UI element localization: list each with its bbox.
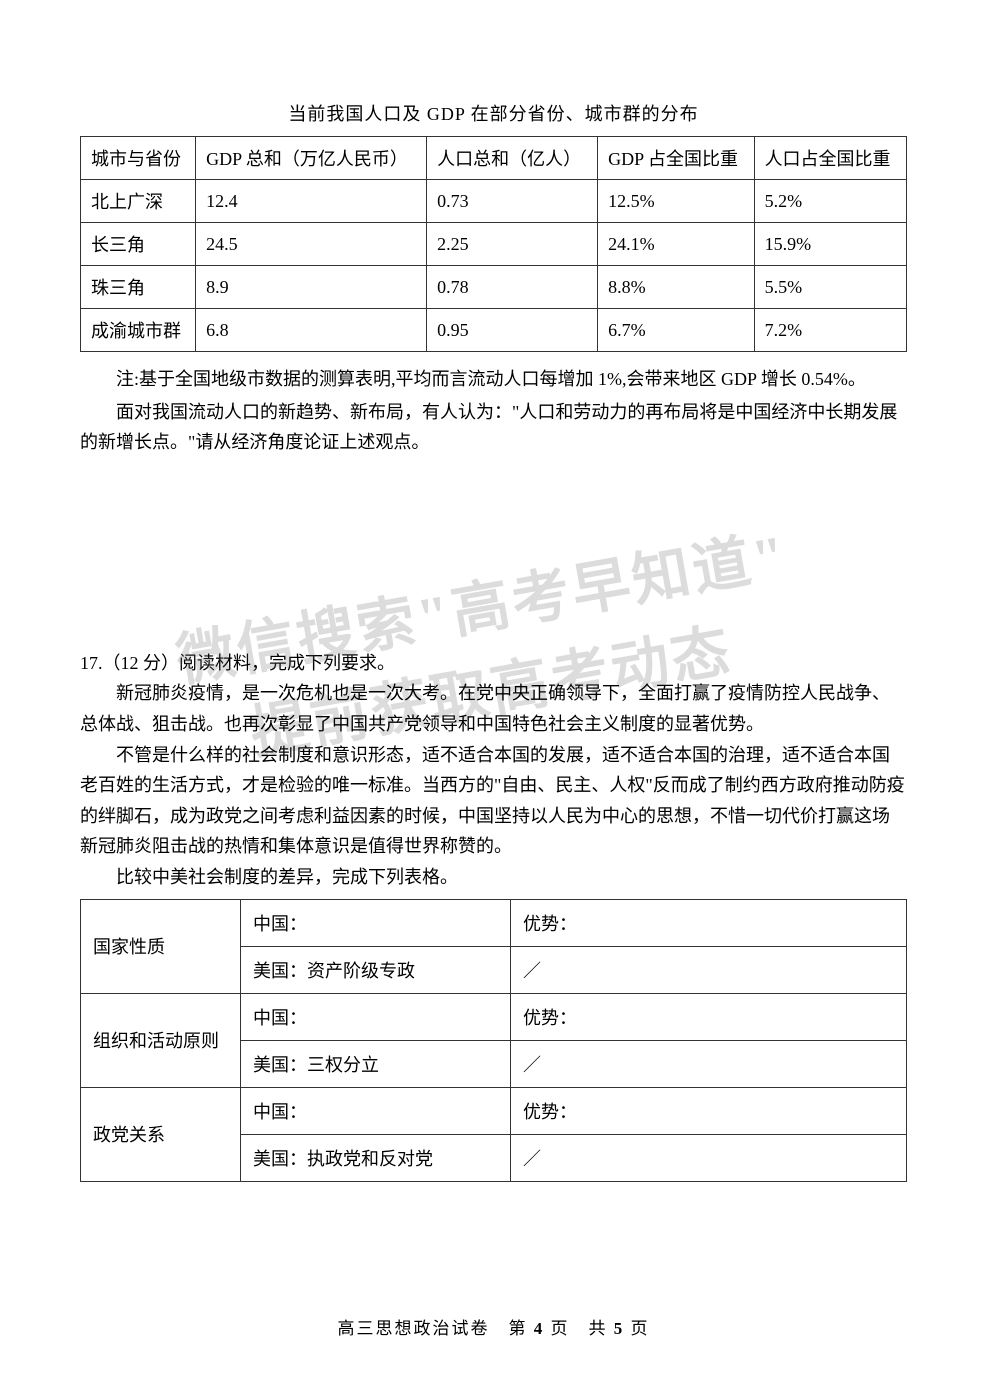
th-col1: 城市与省份 <box>81 137 196 180</box>
cn-cell: 中国： <box>241 993 511 1040</box>
table1-title: 当前我国人口及 GDP 在部分省份、城市群的分布 <box>80 100 907 126</box>
q17-para1: 新冠肺炎疫情，是一次危机也是一次大考。在党中央正确领导下，全面打赢了疫情防控人民… <box>80 678 907 739</box>
th-col5: 人口占全国比重 <box>754 137 906 180</box>
comparison-table: 国家性质 中国： 优势： 美国：资产阶级专政 ／ 组织和活动原则 中国： 优势：… <box>80 899 907 1182</box>
cell: 15.9% <box>754 223 906 266</box>
table-row: 北上广深 12.4 0.73 12.5% 5.2% <box>81 180 907 223</box>
table-row: 成渝城市群 6.8 0.95 6.7% 7.2% <box>81 309 907 352</box>
us-cell: 美国：三权分立 <box>241 1040 511 1087</box>
cell: 24.1% <box>598 223 754 266</box>
cell: 5.2% <box>754 180 906 223</box>
cell: 2.25 <box>427 223 598 266</box>
row-label: 国家性质 <box>81 899 241 993</box>
table-row: 政党关系 中国： 优势： <box>81 1087 907 1134</box>
row-label: 政党关系 <box>81 1087 241 1181</box>
slash-cell: ／ <box>511 1134 907 1181</box>
th-col4: GDP 占全国比重 <box>598 137 754 180</box>
th-col3: 人口总和（亿人） <box>427 137 598 180</box>
table-row: 长三角 24.5 2.25 24.1% 15.9% <box>81 223 907 266</box>
th-col2: GDP 总和（万亿人民币） <box>196 137 427 180</box>
footer-mid: 页 共 <box>544 1319 614 1338</box>
adv-cell: 优势： <box>511 993 907 1040</box>
cell: 12.5% <box>598 180 754 223</box>
cell: 24.5 <box>196 223 427 266</box>
document-page: 当前我国人口及 GDP 在部分省份、城市群的分布 城市与省份 GDP 总和（万亿… <box>0 0 987 1399</box>
slash-cell: ／ <box>511 946 907 993</box>
cn-cell: 中国： <box>241 1087 511 1134</box>
table-row: 珠三角 8.9 0.78 8.8% 5.5% <box>81 266 907 309</box>
q17-header: 17.（12 分）阅读材料，完成下列要求。 <box>80 648 907 679</box>
cell: 长三角 <box>81 223 196 266</box>
row-label: 组织和活动原则 <box>81 993 241 1087</box>
adv-cell: 优势： <box>511 899 907 946</box>
cell: 北上广深 <box>81 180 196 223</box>
table1-note: 注:基于全国地级市数据的测算表明,平均而言流动人口每增加 1%,会带来地区 GD… <box>80 364 907 395</box>
cell: 6.8 <box>196 309 427 352</box>
q17-para2: 不管是什么样的社会制度和意识形态，适不适合本国的发展，适不适合本国的治理，适不适… <box>80 740 907 862</box>
slash-cell: ／ <box>511 1040 907 1087</box>
page-footer: 高三思想政治试卷 第 4 页 共 5 页 <box>0 1314 987 1339</box>
footer-current-page: 4 <box>534 1319 545 1338</box>
cell: 12.4 <box>196 180 427 223</box>
footer-total-page: 5 <box>614 1319 625 1338</box>
table1-paragraph: 面对我国流动人口的新趋势、新布局，有人认为："人口和劳动力的再布局将是中国经济中… <box>80 397 907 458</box>
cell: 7.2% <box>754 309 906 352</box>
cn-cell: 中国： <box>241 899 511 946</box>
gdp-population-table: 城市与省份 GDP 总和（万亿人民币） 人口总和（亿人） GDP 占全国比重 人… <box>80 136 907 352</box>
table-row: 国家性质 中国： 优势： <box>81 899 907 946</box>
cell: 8.8% <box>598 266 754 309</box>
cell: 0.78 <box>427 266 598 309</box>
cell: 0.95 <box>427 309 598 352</box>
cell: 5.5% <box>754 266 906 309</box>
cell: 0.73 <box>427 180 598 223</box>
cell: 8.9 <box>196 266 427 309</box>
q17-para3: 比较中美社会制度的差异，完成下列表格。 <box>80 862 907 893</box>
footer-prefix: 高三思想政治试卷 第 <box>338 1319 534 1338</box>
cell: 成渝城市群 <box>81 309 196 352</box>
footer-suffix: 页 <box>624 1319 649 1338</box>
adv-cell: 优势： <box>511 1087 907 1134</box>
table-row: 组织和活动原则 中国： 优势： <box>81 993 907 1040</box>
us-cell: 美国：资产阶级专政 <box>241 946 511 993</box>
us-cell: 美国：执政党和反对党 <box>241 1134 511 1181</box>
cell: 6.7% <box>598 309 754 352</box>
table-header-row: 城市与省份 GDP 总和（万亿人民币） 人口总和（亿人） GDP 占全国比重 人… <box>81 137 907 180</box>
cell: 珠三角 <box>81 266 196 309</box>
